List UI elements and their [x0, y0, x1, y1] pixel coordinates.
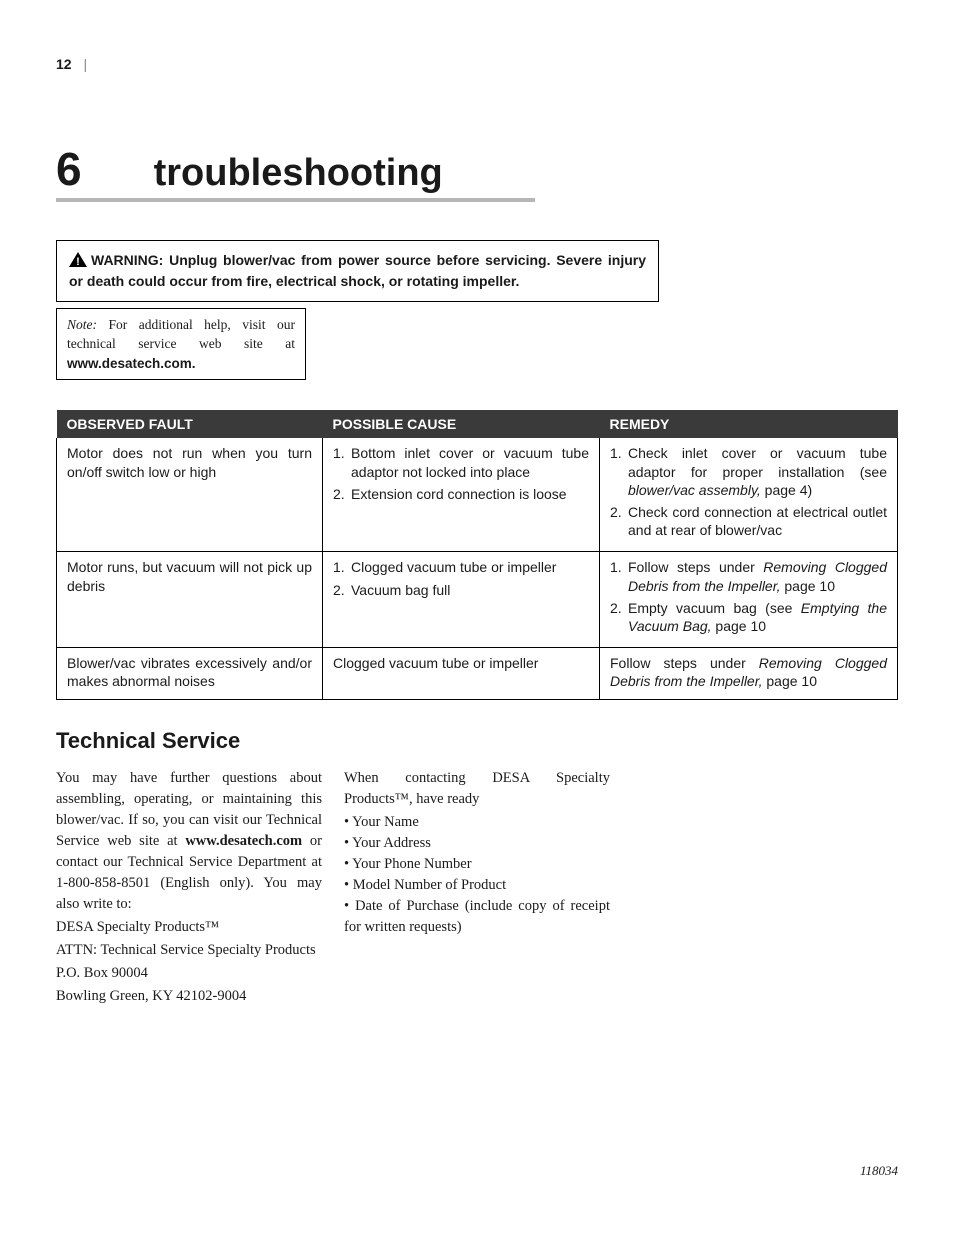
remedy-item: Empty vacuum bag (see Emptying the Vacuu… — [628, 599, 887, 635]
tech-col-2: When contacting DESA Specialty Products™… — [344, 768, 610, 1009]
remedy-cell: Follow steps under Removing Clogged Debr… — [600, 648, 898, 699]
note-prefix: Note: — [67, 317, 97, 332]
remedy-cell: 1.Check inlet cover or vacuum tube adapt… — [600, 438, 898, 551]
col-header-cause: POSSIBLE CAUSE — [323, 410, 600, 438]
list-item: • Your Phone Number — [344, 854, 610, 875]
heading-rule — [56, 198, 535, 202]
col-header-remedy: REMEDY — [600, 410, 898, 438]
warning-label: WARNING: — [91, 252, 163, 268]
address-line: P.O. Box 90004 — [56, 963, 322, 984]
fault-cell: Motor runs, but vacuum will not pick up … — [57, 552, 323, 648]
chapter-number: 6 — [56, 146, 82, 192]
cause-cell: 1.Bottom inlet cover or vacuum tube adap… — [323, 438, 600, 551]
cause-item: Clogged vacuum tube or impeller — [351, 558, 589, 576]
troubleshooting-table: OBSERVED FAULT POSSIBLE CAUSE REMEDY Mot… — [56, 410, 898, 699]
page-number-divider: | — [80, 56, 88, 72]
list-item: • Date of Purchase (include copy of rece… — [344, 896, 610, 938]
table-header-row: OBSERVED FAULT POSSIBLE CAUSE REMEDY — [57, 410, 898, 438]
list-item: • Your Address — [344, 833, 610, 854]
fault-cell: Blower/vac vibrates excessively and/or m… — [57, 648, 323, 699]
cause-cell: 1.Clogged vacuum tube or impeller 2.Vacu… — [323, 552, 600, 648]
list-item: • Model Number of Product — [344, 875, 610, 896]
fault-cell: Motor does not run when you turn on/off … — [57, 438, 323, 551]
page-number: 12 | — [56, 56, 898, 72]
list-item: • Your Name — [344, 812, 610, 833]
chapter-title: troubleshooting — [154, 154, 443, 192]
remedy-item: Follow steps under Removing Clogged Debr… — [628, 558, 887, 594]
technical-service-section: Technical Service You may have further q… — [56, 728, 898, 1009]
table-row: Motor runs, but vacuum will not pick up … — [57, 552, 898, 648]
cause-item: Extension cord connection is loose — [351, 485, 589, 503]
cause-item: Vacuum bag full — [351, 581, 589, 599]
document-id: 118034 — [860, 1163, 898, 1179]
table-row: Blower/vac vibrates excessively and/or m… — [57, 648, 898, 699]
tech-intro: When contacting DESA Specialty Products™… — [344, 768, 610, 810]
remedy-item: Check cord connection at electrical outl… — [628, 503, 887, 539]
remedy-item: Check inlet cover or vacuum tube adaptor… — [628, 444, 887, 499]
svg-text:!: ! — [76, 256, 80, 267]
col-header-fault: OBSERVED FAULT — [57, 410, 323, 438]
tech-site: www.desatech.com — [185, 833, 302, 849]
note-text: For additional help, visit our technical… — [67, 317, 295, 352]
cause-item: Bottom inlet cover or vacuum tube adapto… — [351, 444, 589, 480]
table-row: Motor does not run when you turn on/off … — [57, 438, 898, 551]
address-line: ATTN: Technical Service Specialty Produc… — [56, 940, 322, 961]
warning-box: ! WARNING: Unplug blower/vac from power … — [56, 240, 659, 302]
chapter-heading: 6 troubleshooting — [56, 146, 898, 192]
note-box: Note: For additional help, visit our tec… — [56, 308, 306, 381]
cause-cell: Clogged vacuum tube or impeller — [323, 648, 600, 699]
tech-col-1: You may have further questions about ass… — [56, 768, 322, 1009]
warning-icon: ! — [69, 252, 87, 272]
remedy-cell: 1.Follow steps under Removing Clogged De… — [600, 552, 898, 648]
address-line: DESA Specialty Products™ — [56, 917, 322, 938]
address-line: Bowling Green, KY 42102-9004 — [56, 986, 322, 1007]
note-site: www.desatech.com. — [67, 356, 196, 371]
tech-service-heading: Technical Service — [56, 728, 898, 754]
page-number-value: 12 — [56, 56, 72, 72]
